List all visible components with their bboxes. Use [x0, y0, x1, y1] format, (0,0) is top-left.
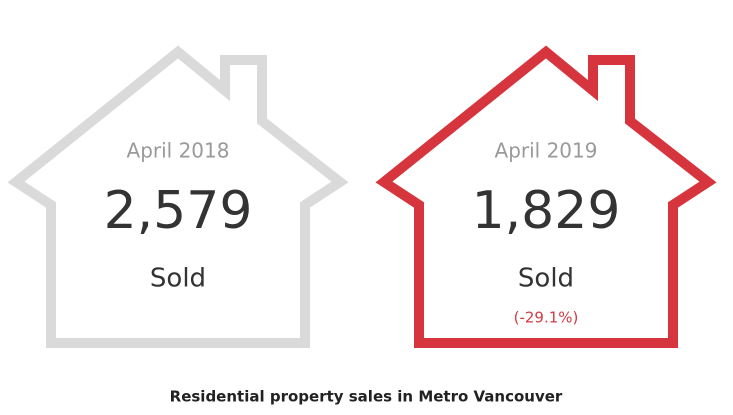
change: (-29.1%): [514, 309, 579, 327]
value: 2,579: [104, 181, 253, 241]
period: April 2019: [495, 139, 598, 163]
house-outline: [375, 45, 717, 348]
unit: Sold: [518, 264, 574, 294]
period: April 2018: [127, 139, 230, 163]
house: April 2018 2,579 Sold: [7, 45, 349, 348]
value: 1,829: [472, 181, 621, 241]
caption: Residential property sales in Metro Vanc…: [170, 388, 563, 406]
houses: April 2018 2,579 Sold April 2019 1,829 Sold (-…: [7, 45, 717, 348]
house: April 2019 1,829 Sold (-29.1%): [375, 45, 717, 348]
unit: Sold: [150, 264, 206, 294]
house-outline: [7, 45, 349, 348]
